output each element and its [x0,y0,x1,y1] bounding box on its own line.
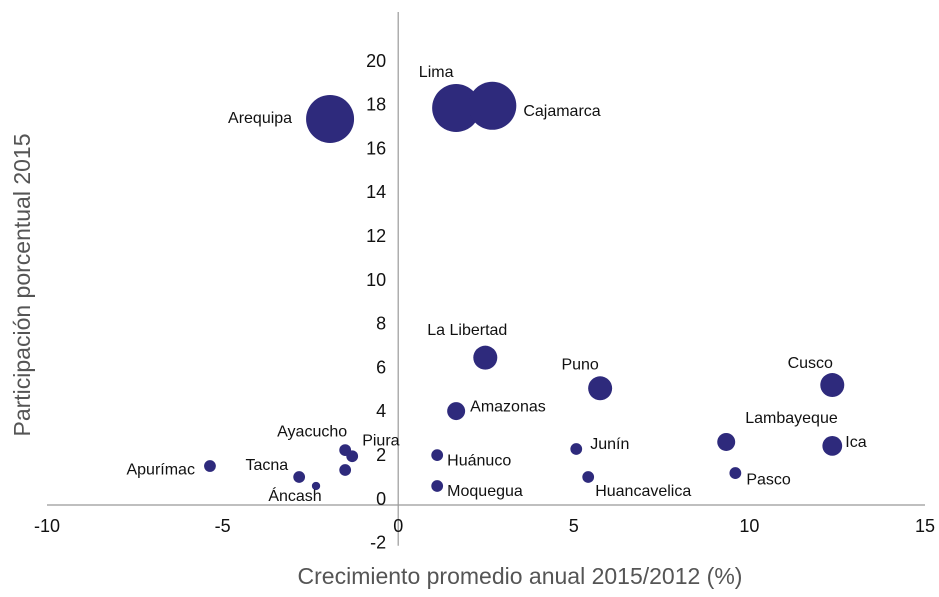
point-label: Áncash [268,486,321,505]
point-label: La Libertad [427,322,507,339]
point-label: Arequipa [228,110,292,127]
x-tick-label: -10 [34,516,60,536]
bubble [311,481,321,491]
point-label: Cusco [788,355,833,372]
point-label: Puno [561,357,598,374]
point-label: Huancavelica [595,483,691,500]
bubble [431,480,444,492]
point-label: Ica [845,434,866,451]
bubble [468,81,517,130]
point-label: Lambayeque [745,410,838,427]
point-label: Piura [362,432,399,449]
bubble [204,460,216,472]
bubble [729,467,742,479]
y-tick-label: 6 [376,357,386,377]
bubble [570,443,583,455]
point-label: Tacna [245,457,288,474]
y-tick-label: 16 [366,138,386,158]
bubble [306,94,355,143]
bubble [582,471,595,483]
y-tick-label: 4 [376,401,386,421]
point-label: Ayacucho [277,423,347,440]
bubble [820,373,845,398]
point-label: Huánuco [447,452,511,469]
y-axis-title: Participación porcentual 2015 [9,133,35,436]
point-label: Apurímac [126,461,194,478]
bubble [432,83,481,132]
x-tick-label: 5 [569,516,579,536]
y-tick-label: 20 [366,51,386,71]
bubble [447,402,466,421]
point-label: Pasco [746,471,791,488]
bubble [339,464,352,476]
y-tick-label: 12 [366,226,386,246]
bubble [588,376,613,401]
bubble [293,471,306,483]
bubble [822,436,843,456]
x-tick-label: -5 [215,516,231,536]
x-tick-label: 0 [393,516,403,536]
point-label: Moquegua [447,483,523,500]
bubble [346,450,359,463]
bubble [473,345,498,370]
x-tick-label: 10 [739,516,759,536]
y-tick-label: 10 [366,270,386,290]
y-tick-label: 14 [366,182,386,202]
point-label: Amazonas [470,398,546,415]
y-tick-label: 8 [376,314,386,334]
y-tick-label: 2 [376,445,386,465]
y-tick-label: 18 [366,95,386,115]
y-tick-label: -2 [370,533,386,553]
x-axis-title: Crecimiento promedio anual 2015/2012 (%) [298,563,743,589]
y-tick-label: 0 [376,489,386,509]
bubble [717,432,736,451]
x-tick-label: 15 [915,516,935,536]
point-label: Lima [419,64,454,81]
point-label: Cajamarca [523,103,600,120]
bubble [431,449,444,461]
point-label: Junín [590,436,629,453]
